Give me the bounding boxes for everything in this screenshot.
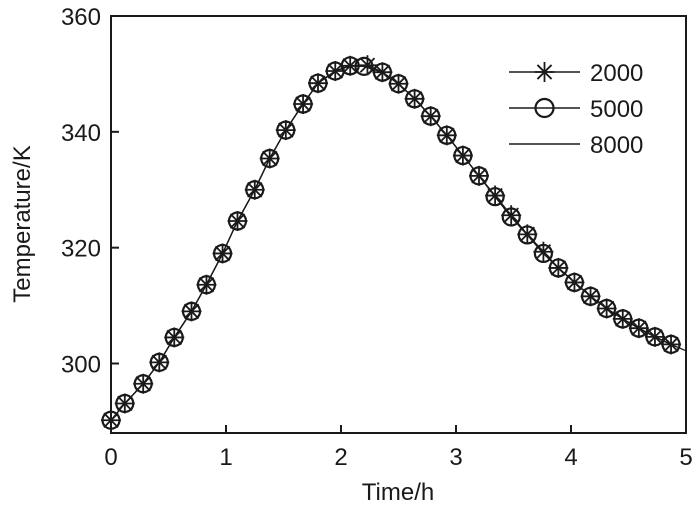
point-5000 [453, 145, 473, 166]
x-tick-label: 1 [219, 444, 232, 471]
point-5000 [421, 106, 441, 126]
series-line-2000 [110, 64, 672, 421]
point-5000 [661, 334, 681, 354]
point-5000 [564, 272, 585, 293]
point-5000 [133, 374, 153, 394]
point-5000 [629, 318, 649, 338]
point-2000 [133, 373, 154, 394]
point-5000 [613, 309, 633, 329]
series-markers [101, 55, 682, 431]
point-5000 [308, 73, 328, 93]
x-tick-label: 3 [449, 444, 462, 471]
point-2000 [164, 327, 185, 348]
point-2000 [308, 73, 328, 94]
point-2000 [372, 62, 393, 83]
point-2000 [340, 55, 361, 76]
point-2000 [293, 94, 314, 115]
point-2000 [404, 88, 425, 109]
point-5000 [101, 410, 121, 430]
x-tick-label: 2 [334, 444, 347, 471]
tick-labels: 0 1 2 3 4 5 300 320 340 360 [61, 4, 693, 471]
y-tick-label: 360 [61, 4, 101, 31]
legend-label-5000: 5000 [590, 96, 643, 123]
point-5000 [115, 393, 135, 414]
point-2000 [517, 224, 538, 245]
legend-marker-5000 [534, 97, 555, 119]
point-2000 [644, 326, 665, 347]
point-5000 [276, 120, 296, 140]
point-5000 [533, 243, 554, 264]
point-2000 [196, 274, 217, 295]
point-5000 [181, 301, 202, 321]
point-5000 [354, 56, 374, 76]
point-2000 [580, 286, 601, 307]
point-2000 [452, 145, 473, 166]
point-2000 [357, 55, 378, 76]
point-2000 [275, 120, 296, 141]
point-2000 [149, 352, 170, 373]
legend-label-2000: 2000 [590, 60, 643, 87]
point-5000 [405, 89, 425, 109]
point-2000 [388, 73, 409, 94]
x-tick-label: 4 [564, 444, 577, 471]
point-5000 [164, 327, 184, 348]
point-5000 [212, 243, 233, 264]
point-2000 [244, 179, 265, 200]
legend-marker-2000 [534, 62, 555, 82]
point-2000 [325, 61, 346, 82]
point-2000 [469, 165, 489, 186]
point-5000 [260, 148, 280, 169]
point-2000 [436, 125, 457, 146]
x-axis-title: Time/h [362, 479, 434, 506]
point-5000 [645, 327, 665, 347]
point-2000 [227, 211, 248, 232]
point-2000 [564, 272, 585, 293]
point-5000 [580, 286, 601, 306]
point-2000 [628, 318, 649, 339]
point-5000 [485, 187, 505, 207]
legend: 2000 5000 8000 [509, 60, 643, 159]
point-2000 [420, 106, 441, 127]
point-5000 [149, 352, 169, 372]
point-5000 [517, 225, 537, 245]
point-5000 [501, 207, 521, 227]
y-tick-label: 340 [61, 120, 101, 147]
point-5000 [388, 74, 409, 94]
legend-label-8000: 8000 [590, 132, 643, 159]
plot-area-frame [110, 15, 687, 434]
point-2000 [596, 298, 617, 319]
point-5000 [548, 258, 568, 278]
y-tick-label: 320 [61, 236, 101, 263]
series-line-5000 [110, 65, 672, 421]
x-tick-label: 5 [679, 444, 692, 471]
point-5000 [293, 94, 313, 114]
point-5000 [437, 125, 457, 145]
point-5000 [227, 211, 248, 231]
point-2000 [101, 410, 121, 431]
point-5000 [469, 166, 489, 186]
point-2000 [661, 334, 682, 355]
point-5000 [597, 298, 617, 319]
point-2000 [259, 148, 280, 169]
point-5000 [245, 180, 265, 200]
point-2000 [548, 257, 569, 278]
point-5000 [340, 56, 360, 76]
point-2000 [181, 301, 202, 322]
point-2000 [212, 243, 233, 264]
point-5000 [372, 62, 392, 82]
x-tick-label: 0 [104, 444, 117, 471]
point-5000 [196, 275, 217, 295]
y-axis-title: Temperature/K [9, 145, 36, 302]
point-2000 [612, 308, 633, 329]
point-2000 [114, 393, 135, 414]
y-tick-label: 300 [61, 352, 101, 379]
